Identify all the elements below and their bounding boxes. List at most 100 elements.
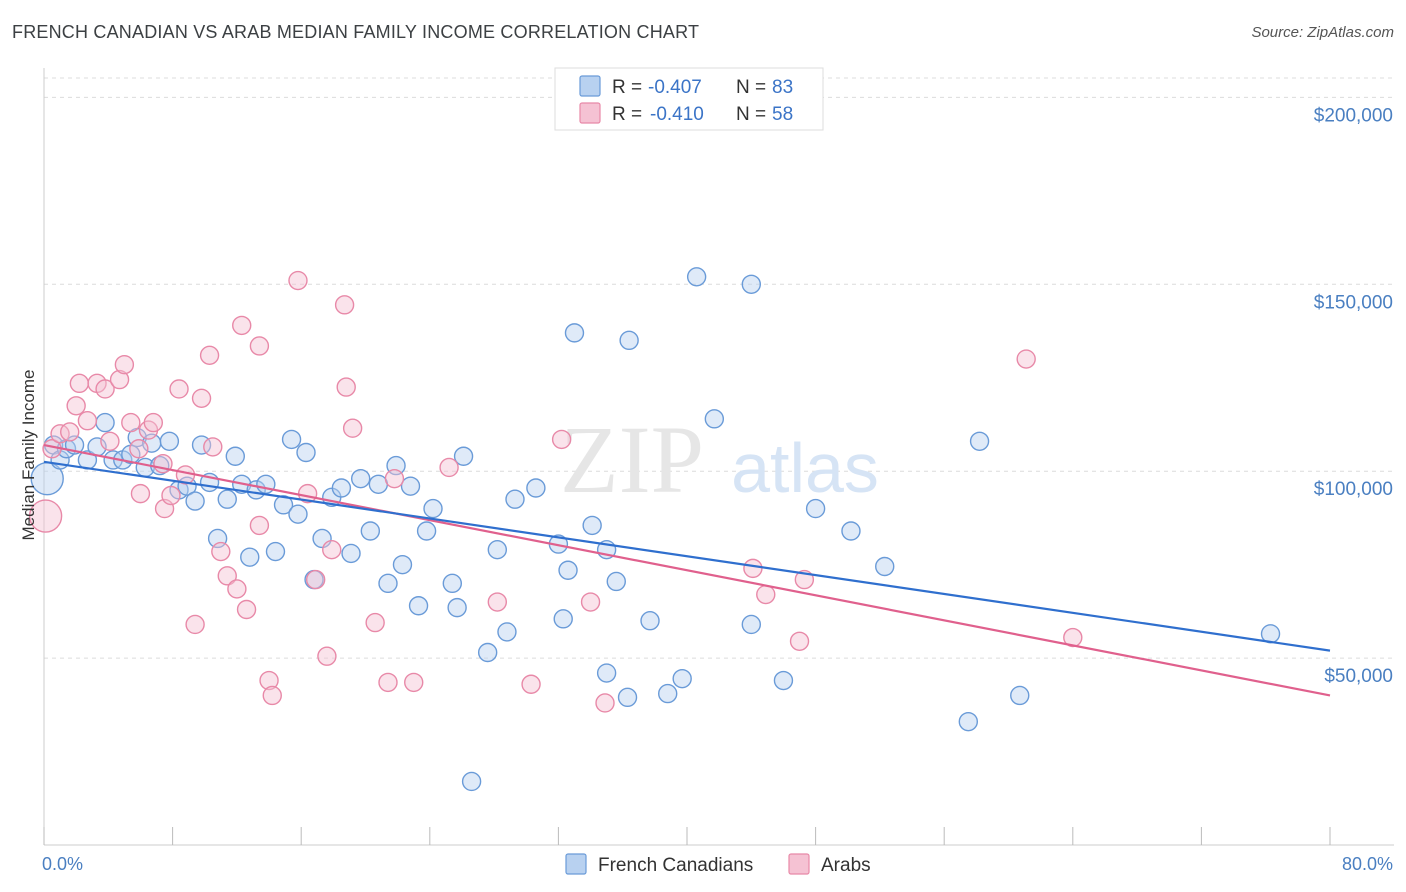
data-point xyxy=(442,573,463,594)
data-point xyxy=(619,330,639,351)
data-point xyxy=(360,521,381,541)
legend-n-label: N = xyxy=(736,104,766,125)
legend-r-value-blue: -0.407 xyxy=(648,77,702,98)
data-point xyxy=(773,670,794,691)
data-point xyxy=(249,515,270,536)
y-tick-label: $200,000 xyxy=(1314,105,1393,126)
axes xyxy=(43,68,1394,846)
data-point xyxy=(191,388,212,408)
data-point xyxy=(704,409,725,429)
data-point xyxy=(317,646,337,666)
data-point xyxy=(365,612,385,633)
data-point xyxy=(558,560,578,580)
gridlines xyxy=(44,77,1394,659)
data-point xyxy=(461,771,482,792)
data-point xyxy=(288,270,308,291)
data-point xyxy=(487,592,508,612)
data-point xyxy=(341,543,361,564)
data-point xyxy=(185,614,205,635)
data-point xyxy=(521,674,541,694)
data-point xyxy=(1063,627,1083,648)
bottom-legend-swatch-blue xyxy=(565,853,587,875)
series-arabs xyxy=(28,270,1083,713)
data-point xyxy=(789,631,810,651)
data-point xyxy=(404,672,424,693)
trend-lines xyxy=(43,443,1331,697)
series-french-canadians xyxy=(30,267,1281,792)
data-point xyxy=(331,478,352,498)
data-point xyxy=(756,584,776,605)
data-point xyxy=(60,422,80,442)
data-point xyxy=(143,412,164,433)
data-point xyxy=(805,498,826,519)
data-point xyxy=(129,439,149,459)
bottom-legend-french-canadians: French Canadians xyxy=(598,855,753,876)
data-point xyxy=(273,495,294,515)
data-point xyxy=(69,373,90,394)
y-tick-labels: $50,000 $100,000 $150,000 $200,000 xyxy=(1314,105,1393,687)
data-point xyxy=(841,521,861,541)
y-tick-label: $150,000 xyxy=(1314,292,1393,313)
data-point xyxy=(741,274,761,294)
data-point xyxy=(408,596,429,616)
y-axis-label: Median Family Income xyxy=(19,369,38,540)
trend-line-arabs xyxy=(43,443,1331,697)
data-point xyxy=(199,345,220,366)
data-point xyxy=(95,379,115,399)
data-point xyxy=(423,498,443,519)
x-tick-labels: 0.0% 80.0% xyxy=(42,854,1393,874)
data-point xyxy=(305,569,326,590)
data-point xyxy=(1016,349,1036,369)
legend-r-value-pink: -0.410 xyxy=(650,104,704,125)
data-point xyxy=(342,418,363,438)
bottom-legend-arabs: Arabs xyxy=(821,855,871,876)
bottom-legend: French Canadians Arabs xyxy=(565,853,871,876)
y-tick-label: $50,000 xyxy=(1324,666,1393,687)
data-point xyxy=(958,711,979,732)
data-point xyxy=(368,474,389,494)
data-point xyxy=(232,315,252,336)
data-point xyxy=(1010,685,1030,706)
data-point xyxy=(169,379,189,399)
data-point xyxy=(640,611,660,631)
data-point xyxy=(596,663,617,683)
data-point xyxy=(400,476,421,496)
legend-r-label: R = xyxy=(612,77,642,98)
data-point xyxy=(211,541,231,562)
data-point xyxy=(439,457,459,478)
data-point xyxy=(378,672,398,693)
watermark-zip: ZIP xyxy=(560,406,704,513)
data-point xyxy=(109,369,130,390)
data-point xyxy=(262,685,282,706)
data-point xyxy=(28,499,63,533)
source-label: Source: ZipAtlas.com xyxy=(1251,24,1394,41)
watermark: ZIP atlas xyxy=(560,406,879,513)
bottom-legend-swatch-pink xyxy=(788,853,810,875)
x-tick-label-min: 0.0% xyxy=(42,854,83,874)
data-point xyxy=(50,424,70,444)
data-point xyxy=(95,412,115,433)
legend-n-value-pink: 58 xyxy=(772,104,793,125)
trend-line-french-canadians xyxy=(43,460,1331,652)
legend: R = -0.407 N = 83 R = -0.410 N = 58 xyxy=(554,67,824,131)
data-point xyxy=(477,642,498,663)
data-point xyxy=(249,336,270,356)
data-point xyxy=(606,571,626,592)
chart-title: FRENCH CANADIAN VS ARAB MEDIAN FAMILY IN… xyxy=(12,22,700,42)
data-point xyxy=(336,377,356,397)
data-point xyxy=(617,687,638,708)
data-point xyxy=(580,592,601,612)
data-point xyxy=(296,442,316,463)
data-point xyxy=(227,579,247,599)
data-point xyxy=(595,693,615,713)
data-point xyxy=(334,295,355,315)
data-point xyxy=(121,412,141,433)
data-point xyxy=(487,539,508,560)
data-point xyxy=(672,668,692,689)
data-point xyxy=(185,491,205,511)
data-point xyxy=(77,411,98,431)
data-point xyxy=(582,515,602,536)
data-point xyxy=(236,599,257,620)
data-point xyxy=(281,429,302,450)
